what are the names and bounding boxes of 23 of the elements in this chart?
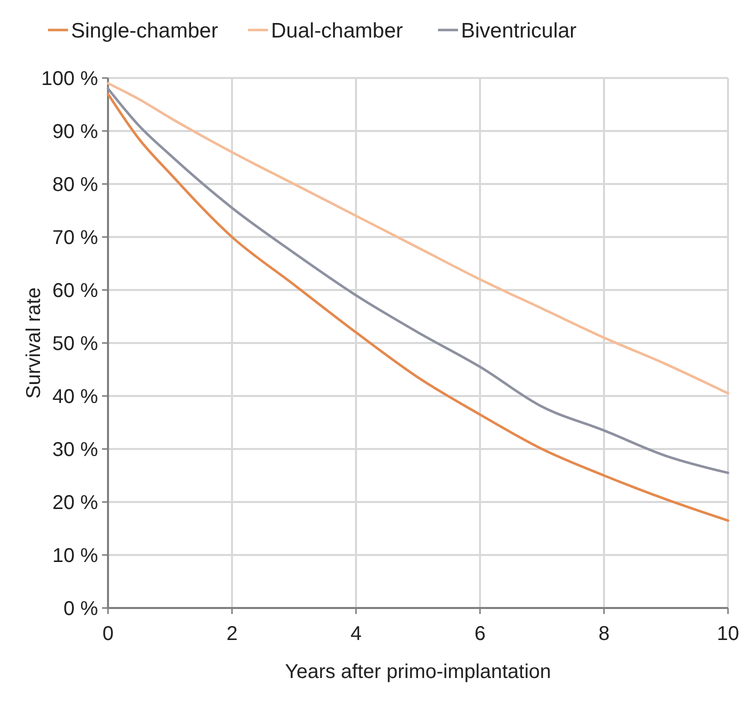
y-tick-label: 20 % <box>52 492 98 514</box>
legend-label: Single-chamber <box>71 19 218 42</box>
y-tick-label: 40 % <box>52 386 98 408</box>
y-tick-label: 100 % <box>41 68 98 90</box>
legend-label: Biventricular <box>461 19 577 42</box>
y-tick-label: 90 % <box>52 121 98 143</box>
x-tick-label: 8 <box>598 623 610 645</box>
x-tick-label: 10 <box>716 623 740 645</box>
y-tick-label: 0 % <box>64 598 98 620</box>
legend-label: Dual-chamber <box>271 19 403 42</box>
x-tick-label: 2 <box>226 623 238 645</box>
x-tick-label: 4 <box>350 623 362 645</box>
x-tick-label: 0 <box>102 623 114 645</box>
y-tick-label: 30 % <box>52 439 98 461</box>
y-axis-title: Survival rate <box>23 287 45 399</box>
y-tick-label: 50 % <box>52 333 98 355</box>
y-tick-label: 60 % <box>52 280 98 302</box>
x-tick-label: 6 <box>474 623 486 645</box>
y-tick-label: 80 % <box>52 174 98 196</box>
x-axis-title: Years after primo-implantation <box>284 661 552 683</box>
y-tick-label: 10 % <box>52 545 98 567</box>
y-tick-label: 70 % <box>52 227 98 249</box>
line-series <box>106 82 730 395</box>
